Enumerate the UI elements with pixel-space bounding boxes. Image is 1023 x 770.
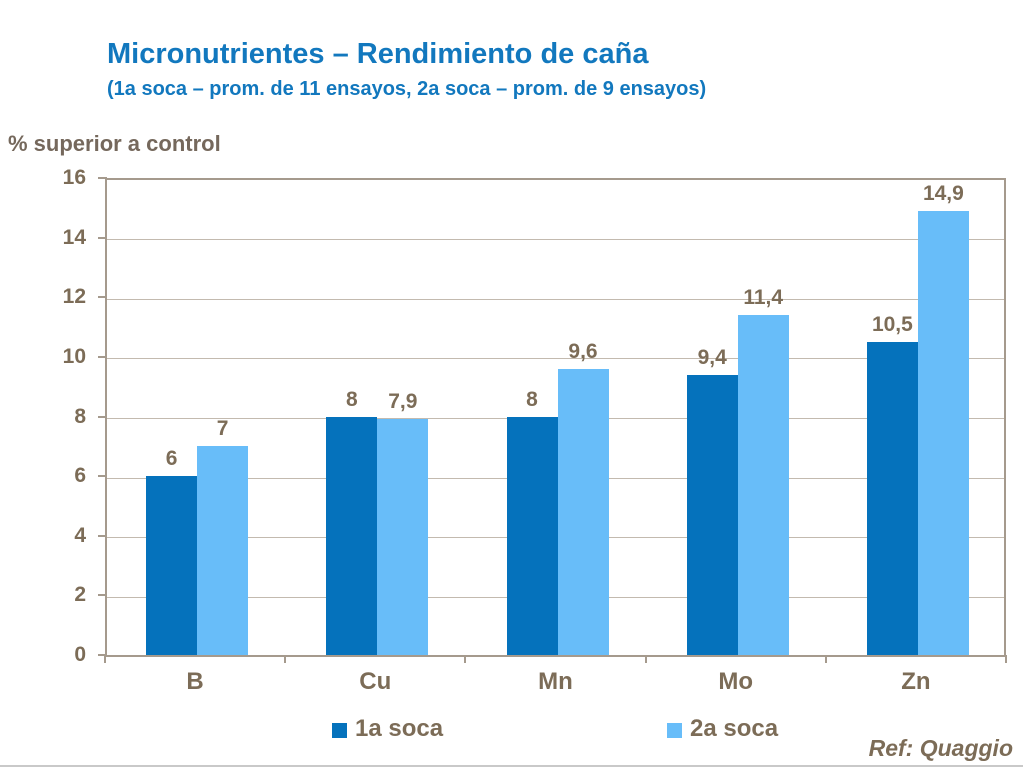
bar-value-2a-soca-Mn: 9,6 <box>568 339 598 363</box>
category-label-B: B <box>186 668 204 695</box>
ytick-mark-2 <box>98 594 107 597</box>
legend-swatch-1a-soca <box>332 722 347 738</box>
bar-1a-soca-Mo <box>686 374 738 655</box>
legend-label-1a-soca: 1a soca <box>355 715 444 742</box>
ytick-mark-12 <box>98 296 107 299</box>
legend-item-2a-soca: 2a soca <box>667 714 778 744</box>
ytick-mark-4 <box>98 534 107 537</box>
bar-1a-soca-Mn <box>506 416 558 655</box>
plot-area: 6 7 8 7,9 8 9,6 9,4 11,4 10,5 14,9 <box>105 178 1006 657</box>
ytick-label-10: 10 <box>62 344 86 368</box>
ytick-label-6: 6 <box>74 464 86 488</box>
bottom-rule <box>0 765 1023 767</box>
ytick-mark-16 <box>98 177 107 179</box>
y-axis-label: % superior a control <box>8 131 221 156</box>
category-label-Mo: Mo <box>718 668 754 695</box>
ytick-mark-0 <box>98 654 107 656</box>
ytick-label-16: 16 <box>62 166 86 189</box>
bar-value-2a-soca-Zn: 14,9 <box>922 181 964 205</box>
bar-value-1a-soca-Mo: 9,4 <box>697 345 727 369</box>
gridline-y-14 <box>107 239 1004 241</box>
xtick-mark-3 <box>644 655 647 663</box>
ytick-label-4: 4 <box>74 523 86 547</box>
bar-value-2a-soca-Cu: 7,9 <box>388 390 418 414</box>
ytick-label-8: 8 <box>74 404 86 428</box>
bar-2a-soca-Mo <box>737 315 789 655</box>
bar-value-2a-soca-B: 7 <box>216 417 229 441</box>
xtick-mark-0 <box>104 655 106 663</box>
ytick-label-0: 0 <box>74 643 86 666</box>
category-label-Zn: Zn <box>901 668 931 695</box>
reference-text: Ref: Quaggio <box>868 735 1013 761</box>
bar-value-1a-soca-Zn: 10,5 <box>871 312 913 336</box>
ytick-label-14: 14 <box>62 225 86 249</box>
category-label-Mn: Mn <box>538 668 573 695</box>
bar-value-2a-soca-Mo: 11,4 <box>743 286 784 310</box>
bar-1a-soca-Zn <box>866 341 918 655</box>
xtick-mark-5 <box>1005 655 1007 663</box>
xtick-mark-4 <box>824 655 827 663</box>
gridline-y-10 <box>107 358 1004 360</box>
legend-swatch-2a-soca <box>667 722 682 738</box>
ytick-mark-14 <box>98 236 107 239</box>
chart-title: Micronutrientes – Rendimiento de caña <box>107 38 649 70</box>
category-label-Cu: Cu <box>359 668 392 695</box>
bar-2a-soca-Mn <box>557 368 609 655</box>
bar-2a-soca-B <box>197 446 249 655</box>
ytick-mark-8 <box>98 415 107 418</box>
bar-value-1a-soca-Mn: 8 <box>526 387 538 411</box>
ytick-mark-6 <box>98 475 107 478</box>
bar-value-1a-soca-Cu: 8 <box>345 387 358 411</box>
xtick-mark-1 <box>284 655 287 663</box>
gridline-y-12 <box>107 298 1004 300</box>
legend-label-2a-soca: 2a soca <box>690 715 779 742</box>
bar-2a-soca-Cu <box>377 419 429 655</box>
ytick-label-12: 12 <box>62 285 86 309</box>
chart-subtitle: (1a soca – prom. de 11 ensayos, 2a soca … <box>107 78 707 100</box>
ytick-label-2: 2 <box>74 583 86 607</box>
bar-2a-soca-Zn <box>917 210 969 655</box>
xtick-mark-2 <box>464 655 467 663</box>
bar-1a-soca-B <box>146 476 198 655</box>
bar-1a-soca-Cu <box>326 416 378 655</box>
legend-item-1a-soca: 1a soca <box>332 714 443 744</box>
ytick-mark-10 <box>98 355 107 358</box>
bar-value-1a-soca-B: 6 <box>165 447 178 471</box>
